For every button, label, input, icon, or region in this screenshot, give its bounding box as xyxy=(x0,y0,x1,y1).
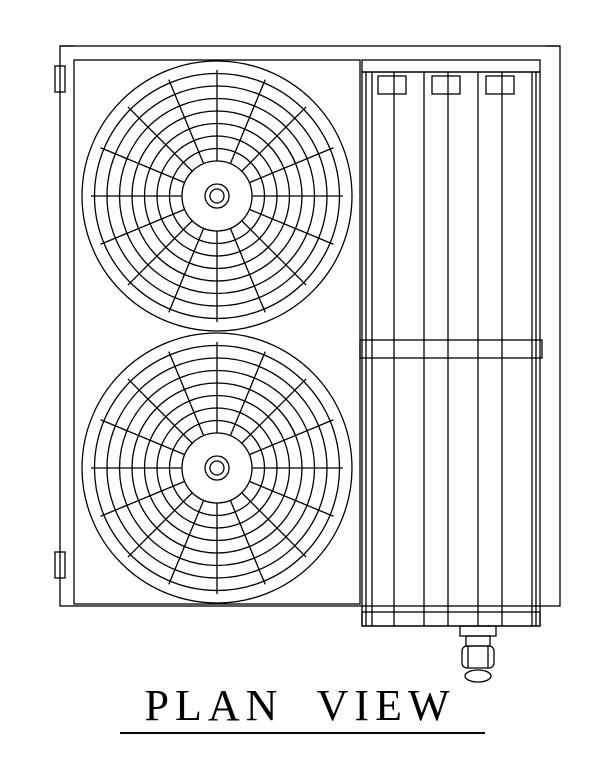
fan-1-spoke xyxy=(101,420,185,455)
right-unit-mid-band xyxy=(360,340,542,358)
fan-0-ring xyxy=(182,161,252,231)
fan-1-spoke xyxy=(249,481,333,516)
fan-1-spoke xyxy=(230,352,265,436)
nozzle-flange xyxy=(460,626,496,636)
right-unit-bottom-band xyxy=(362,612,540,626)
fan-0-spoke xyxy=(101,209,185,244)
nozzle-neck xyxy=(466,636,490,646)
plan-view-svg xyxy=(0,0,600,765)
fan-1-ring xyxy=(182,433,252,503)
fan-1-spoke xyxy=(169,352,204,436)
right-unit-body xyxy=(362,72,540,626)
right-unit-cap xyxy=(432,76,460,94)
fan-0-spoke xyxy=(249,148,333,183)
fan-1-spoke xyxy=(230,500,265,584)
fan-0-spoke xyxy=(101,148,185,183)
fan-0-spoke xyxy=(230,228,265,312)
right-unit-top-flange xyxy=(362,60,540,72)
fan-0-spoke xyxy=(249,209,333,244)
drawing-title: PLAN VIEW xyxy=(0,680,600,731)
drawing-canvas: { "title": { "text": "PLAN VIEW", "font_… xyxy=(0,0,600,765)
fan-1-spoke xyxy=(101,481,185,516)
fan-1-spoke xyxy=(169,500,204,584)
fan-0-spoke xyxy=(169,228,204,312)
fan-0-spoke xyxy=(169,80,204,164)
fan-0-spoke xyxy=(230,80,265,164)
right-unit-cap xyxy=(486,76,514,94)
outer-frame xyxy=(60,46,560,606)
title-underline xyxy=(120,732,485,734)
right-unit-cap xyxy=(378,76,406,94)
nozzle-body xyxy=(462,646,494,668)
fan-1-spoke xyxy=(249,420,333,455)
